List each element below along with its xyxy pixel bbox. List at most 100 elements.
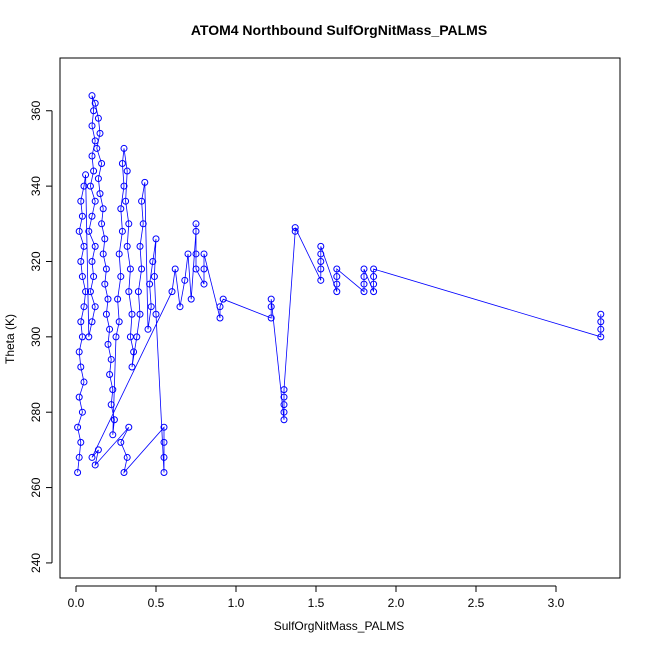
data-point — [126, 265, 134, 273]
data-point — [317, 250, 325, 258]
data-point — [118, 160, 126, 168]
data-point — [333, 288, 341, 296]
x-tick-label: 2.5 — [468, 596, 485, 610]
data-point — [78, 212, 86, 220]
data-point — [90, 107, 98, 115]
data-point — [597, 318, 605, 326]
data-point — [77, 318, 85, 326]
data-point — [317, 276, 325, 284]
data-point — [88, 152, 96, 160]
data-point — [123, 242, 131, 250]
data-point — [171, 265, 179, 273]
data-point — [115, 250, 123, 258]
data-point — [160, 438, 168, 446]
data-point — [125, 220, 133, 228]
data-point — [125, 423, 133, 431]
data-point — [101, 235, 109, 243]
data-point — [112, 333, 120, 341]
data-points — [74, 92, 605, 476]
data-point — [291, 227, 299, 235]
y-tick-label: 360 — [29, 100, 43, 120]
y-tick-label: 260 — [29, 477, 43, 497]
x-tick-label: 2.0 — [388, 596, 405, 610]
data-point — [123, 453, 131, 461]
data-point — [96, 129, 104, 137]
data-point — [123, 167, 131, 175]
data-point — [98, 160, 106, 168]
data-point — [115, 318, 123, 326]
data-point — [267, 295, 275, 303]
data-point — [192, 220, 200, 228]
x-tick-label: 1.5 — [308, 596, 325, 610]
data-point — [360, 273, 368, 281]
data-point — [88, 92, 96, 100]
data-point — [160, 453, 168, 461]
data-point — [90, 273, 98, 281]
data-point — [104, 340, 112, 348]
data-point — [99, 205, 107, 213]
data-point — [94, 175, 102, 183]
data-point — [91, 242, 99, 250]
data-point — [96, 190, 104, 198]
data-point — [77, 257, 85, 265]
data-point — [192, 227, 200, 235]
data-point — [93, 144, 101, 152]
y-axis: 240 260 280 300 320 340 360 — [29, 100, 53, 573]
plot-frame — [59, 57, 621, 579]
data-point — [107, 355, 115, 363]
data-point — [317, 242, 325, 250]
y-tick-label: 280 — [29, 402, 43, 422]
data-point — [597, 333, 605, 341]
data-point — [291, 224, 299, 232]
data-point — [146, 280, 154, 288]
data-point — [80, 378, 88, 386]
data-point — [91, 137, 99, 145]
data-point — [90, 167, 98, 175]
data-point — [110, 416, 118, 424]
y-axis-label: Theta (K) — [3, 314, 17, 364]
data-point — [267, 303, 275, 311]
data-point — [117, 273, 125, 281]
data-point — [370, 280, 378, 288]
data-point — [74, 423, 82, 431]
data-point — [117, 438, 125, 446]
data-point — [176, 303, 184, 311]
data-point — [219, 295, 227, 303]
data-point — [85, 333, 93, 341]
data-point — [280, 408, 288, 416]
y-tick-label: 240 — [29, 553, 43, 573]
data-point — [280, 393, 288, 401]
data-point — [107, 401, 115, 409]
data-point — [280, 401, 288, 409]
data-point — [597, 325, 605, 333]
data-point — [168, 288, 176, 296]
data-point — [98, 220, 106, 228]
data-point — [160, 423, 168, 431]
data-point — [150, 273, 158, 281]
data-point — [333, 273, 341, 281]
data-point — [109, 386, 117, 394]
data-point — [597, 310, 605, 318]
data-point — [75, 348, 83, 356]
data-point — [120, 144, 128, 152]
data-point — [200, 250, 208, 258]
data-point — [106, 371, 114, 379]
data-point — [333, 265, 341, 273]
data-point — [91, 99, 99, 107]
data-point — [184, 250, 192, 258]
data-point — [128, 363, 136, 371]
data-point — [147, 303, 155, 311]
data-point — [152, 235, 160, 243]
data-point — [88, 212, 96, 220]
data-point — [134, 288, 142, 296]
data-point — [360, 280, 368, 288]
data-point — [136, 310, 144, 318]
data-point — [80, 303, 88, 311]
data-point — [102, 265, 110, 273]
data-point — [82, 288, 90, 296]
data-point — [160, 468, 168, 476]
y-tick-label: 340 — [29, 176, 43, 196]
data-point — [216, 314, 224, 322]
series-line — [77, 95, 602, 474]
data-point — [267, 314, 275, 322]
